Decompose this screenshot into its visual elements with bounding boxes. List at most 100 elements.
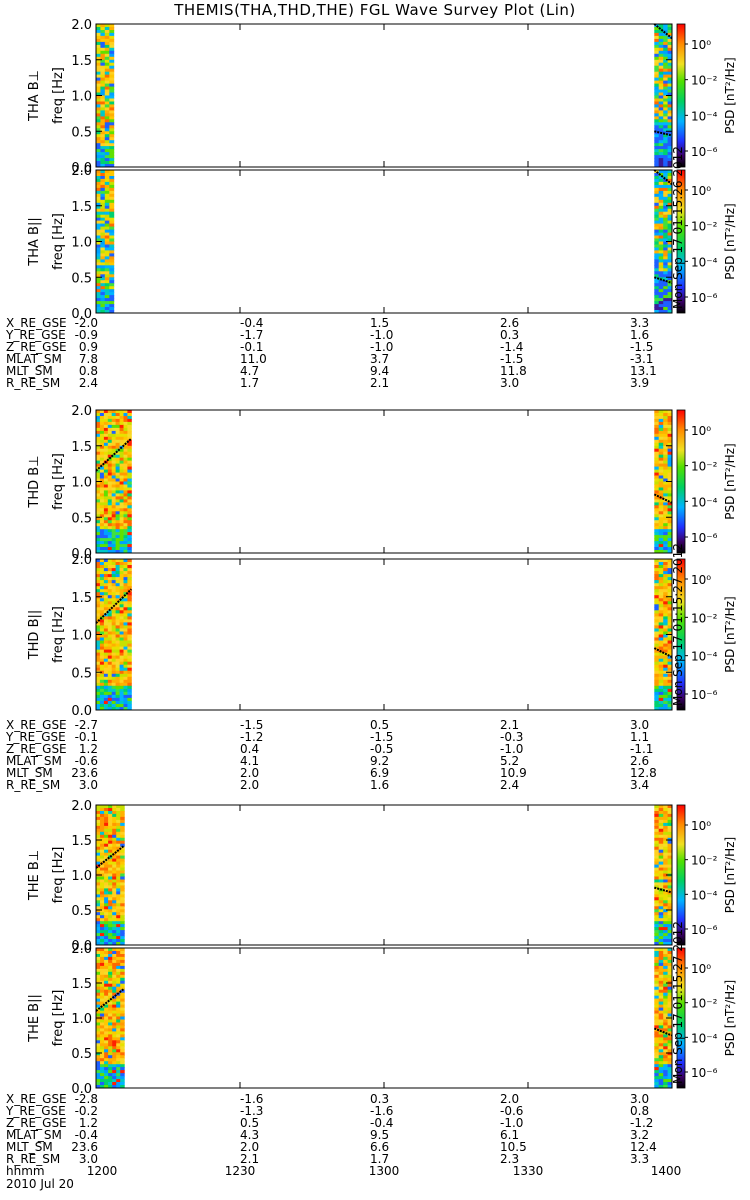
spectrogram-cell-p5: [667, 1019, 673, 1023]
spectrogram-cell-p1: [100, 271, 106, 275]
spectrogram-cell-p2: [99, 445, 105, 450]
spectrogram-cell-p5: [654, 1034, 660, 1038]
spectrogram-cell-p1: [654, 217, 660, 222]
spectrogram-cell-p0: [663, 80, 669, 85]
spectrogram-cell-p5: [116, 1070, 121, 1074]
spectrogram-cell-p2: [127, 502, 132, 506]
spectrogram-cell-p5: [120, 1079, 125, 1083]
spectrogram-cell-p0: [104, 86, 110, 91]
spectrogram-cell-p5: [667, 1010, 673, 1015]
spectrogram-cell-p2: [107, 481, 113, 485]
spectrogram-cell-p4: [120, 819, 125, 824]
spectrogram-cell-p5: [658, 1040, 664, 1044]
spectrogram-cell-p2: [667, 430, 673, 435]
spectrogram-cell-p2: [123, 448, 128, 453]
spectrogram-cell-p1: [109, 176, 115, 180]
spectrogram-cell-p4: [663, 822, 669, 827]
spectrogram-cell-p2: [111, 490, 117, 494]
spectrogram-cell-p2: [103, 418, 109, 423]
ephemeris-value: 3.7: [370, 352, 389, 366]
spectrogram-cell-p1: [658, 265, 664, 269]
spectrogram-cell-p1: [104, 250, 110, 254]
spectrogram-cell-p3: [654, 571, 660, 575]
spectrogram-cell-p4: [120, 837, 125, 842]
spectrogram-cell-p5: [654, 956, 660, 961]
spectrogram-cell-p2: [654, 487, 660, 491]
spectrogram-cell-p0: [667, 50, 673, 55]
spectrogram-cell-p0: [654, 119, 660, 123]
spectrogram-cell-p3: [127, 613, 132, 617]
spectrogram-cell-p3: [96, 628, 101, 632]
spectrogram-cell-p5: [667, 998, 673, 1003]
spectrogram-cell-p1: [104, 247, 110, 251]
spectrogram-cell-p5: [108, 959, 113, 964]
spectrogram-cell-p2: [658, 439, 664, 444]
spectrogram-cell-p5: [667, 1043, 673, 1047]
spectrogram-cell-p5: [112, 1082, 117, 1086]
spectrogram-cell-p4: [104, 846, 109, 851]
spectrogram-cell-p3: [107, 619, 113, 623]
spectrogram-cell-p1: [109, 304, 115, 308]
spectrogram-cell-p3: [654, 667, 660, 672]
spectrogram-cell-p5: [658, 1046, 664, 1050]
spectrogram-cell-p2: [667, 520, 673, 524]
spectrogram-cell-p2: [96, 442, 101, 447]
spectrogram-cell-p5: [112, 1004, 117, 1009]
spectrogram-cell-p1: [667, 301, 673, 305]
spectrogram-cell-p3: [111, 634, 117, 638]
spectrogram-cell-p5: [654, 948, 660, 952]
spectrogram-cell-p5: [667, 1067, 673, 1071]
spectrogram-cell-p4: [96, 924, 101, 928]
spectrogram-cell-p2: [115, 496, 120, 500]
spectrogram-cell-p1: [658, 292, 664, 296]
spectrogram-cell-p1: [109, 256, 115, 260]
spectrogram-cell-p5: [663, 1001, 669, 1006]
spectrogram-cell-p4: [100, 927, 105, 931]
spectrogram-cell-p3: [96, 676, 101, 681]
spectrogram-cell-p4: [120, 897, 125, 901]
spectrogram-cell-p3: [663, 598, 669, 602]
spectrogram-cell-p2: [667, 550, 673, 554]
spectrogram-cell-p0: [658, 27, 664, 31]
spectrogram-cell-p3: [96, 586, 101, 590]
spectrogram-cell-p2: [127, 448, 132, 453]
spectrogram-cell-p0: [658, 161, 664, 165]
spectrogram-cell-p4: [658, 936, 664, 940]
spectrogram-cell-p3: [127, 568, 132, 572]
spectrogram-cell-p0: [663, 110, 669, 114]
spectrogram-cell-p3: [658, 700, 664, 705]
spectrogram-cell-p3: [111, 688, 117, 693]
spectrogram-cell-p0: [100, 65, 106, 70]
spectrogram-cell-p3: [654, 694, 660, 699]
spectrogram-cell-p2: [658, 460, 664, 465]
spectrogram-cell-p4: [96, 816, 101, 821]
spectrogram-cell-p2: [123, 430, 128, 435]
spectrogram-cell-p5: [116, 998, 121, 1003]
spectrogram-cell-p4: [663, 939, 669, 943]
spectrogram-cell-p2: [111, 529, 117, 533]
spectrogram-cell-p2: [667, 410, 673, 414]
spectrogram-cell-p1: [104, 226, 110, 231]
spectrogram-cell-p2: [99, 523, 105, 527]
spectrogram-cell-p5: [112, 1007, 117, 1012]
spectrogram-cell-p2: [99, 532, 105, 536]
spectrogram-cell-p5: [108, 971, 113, 976]
spectrogram-cell-p2: [663, 511, 669, 515]
spectrogram-cell-p0: [104, 27, 110, 31]
spectrogram-cell-p5: [116, 951, 121, 955]
spectrogram-cell-p2: [663, 457, 669, 462]
spectrogram-cell-p5: [112, 1037, 117, 1041]
spectrogram-cell-p4: [116, 903, 121, 907]
spectrogram-cell-p0: [654, 27, 660, 31]
spectrogram-cell-p5: [116, 980, 121, 985]
spectrogram-cell-p4: [108, 811, 113, 815]
spectrogram-cell-p3: [658, 571, 664, 575]
spectrogram-cell-p1: [658, 220, 664, 225]
spectrogram-cell-p5: [120, 1046, 125, 1050]
spectrogram-cell-p1: [663, 211, 669, 216]
spectrogram-cell-p1: [658, 307, 664, 311]
y-tick-label: 1.5: [71, 591, 92, 606]
spectrogram-cell-p3: [127, 649, 132, 654]
spectrogram-cell-p4: [100, 852, 105, 857]
spectrogram-cell-p5: [658, 1004, 664, 1009]
